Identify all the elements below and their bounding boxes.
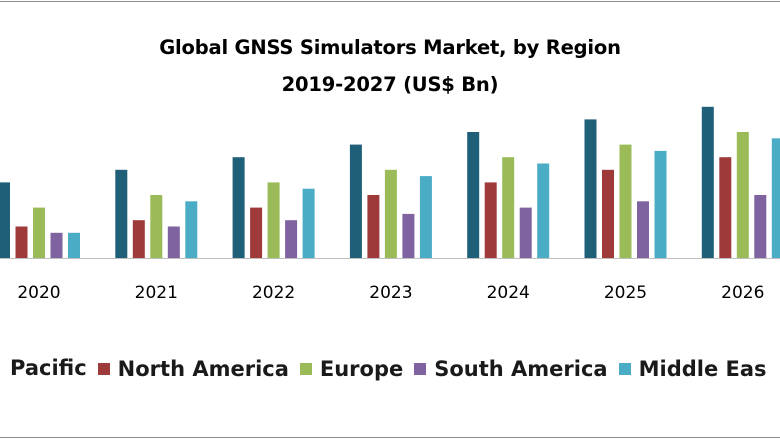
legend-item: Europe	[300, 354, 403, 384]
legend-label: Europe	[320, 354, 403, 384]
legend-item: North America	[98, 354, 289, 384]
bar-middle-east-2022	[303, 189, 315, 258]
bar-pacific-2024	[467, 132, 479, 258]
bar-south-america-2023	[402, 214, 414, 258]
bar-north-america-2026	[719, 157, 731, 258]
bar-south-america-2020	[51, 233, 63, 258]
bar-middle-east-2024	[537, 164, 549, 259]
bar-north-america-2021	[133, 220, 145, 258]
bar-middle-east-2021	[185, 201, 197, 258]
legend-item: Middle Eas	[619, 354, 767, 384]
bar-europe-2025	[620, 145, 632, 258]
bar-north-america-2023	[367, 195, 379, 258]
bar-pacific-2025	[585, 119, 597, 258]
bar-pacific-2021	[115, 170, 127, 258]
bar-pacific-2026	[702, 107, 714, 258]
bar-north-america-2025	[602, 170, 614, 258]
bar-north-america-2024	[485, 182, 497, 258]
legend-swatch	[300, 363, 312, 375]
bar-middle-east-2023	[420, 176, 432, 258]
bar-south-america-2025	[637, 201, 649, 258]
bar-europe-2022	[268, 182, 280, 258]
legend-swatch	[98, 363, 110, 375]
legend-label: South America	[434, 354, 607, 384]
x-tick-label: 2021	[135, 283, 178, 303]
bar-middle-east-2025	[655, 151, 667, 258]
bar-pacific-2022	[233, 157, 245, 258]
legend-swatch	[414, 363, 426, 375]
x-tick-label: 2023	[369, 283, 412, 303]
x-tick-label: 2025	[604, 283, 647, 303]
bar-europe-2026	[737, 132, 749, 258]
bar-europe-2020	[33, 208, 45, 258]
bar-south-america-2026	[754, 195, 766, 258]
bar-europe-2024	[502, 157, 514, 258]
legend-item: Pacific	[10, 353, 87, 383]
bar-middle-east-2026	[772, 138, 780, 258]
legend-item: South America	[414, 354, 607, 384]
bar-south-america-2024	[520, 208, 532, 258]
x-tick-label: 2020	[17, 283, 60, 303]
bar-north-america-2020	[16, 227, 28, 259]
legend-label: Pacific	[10, 353, 87, 383]
bar-pacific-2020	[0, 182, 10, 258]
legend-swatch	[619, 363, 631, 375]
legend: Pacific North America Europe South America M…	[10, 353, 778, 384]
bar-middle-east-2020	[68, 233, 80, 258]
bar-pacific-2023	[350, 145, 362, 258]
legend-label: North America	[118, 354, 289, 384]
bar-europe-2021	[150, 195, 162, 258]
legend-label: Middle Eas	[639, 354, 767, 384]
x-tick-label: 2022	[252, 283, 295, 303]
bar-south-america-2021	[168, 227, 180, 259]
x-tick-label: 2024	[487, 283, 530, 303]
bar-europe-2023	[385, 170, 397, 258]
bar-north-america-2022	[250, 208, 262, 258]
x-tick-label: 2026	[721, 283, 764, 303]
bar-south-america-2022	[285, 220, 297, 258]
